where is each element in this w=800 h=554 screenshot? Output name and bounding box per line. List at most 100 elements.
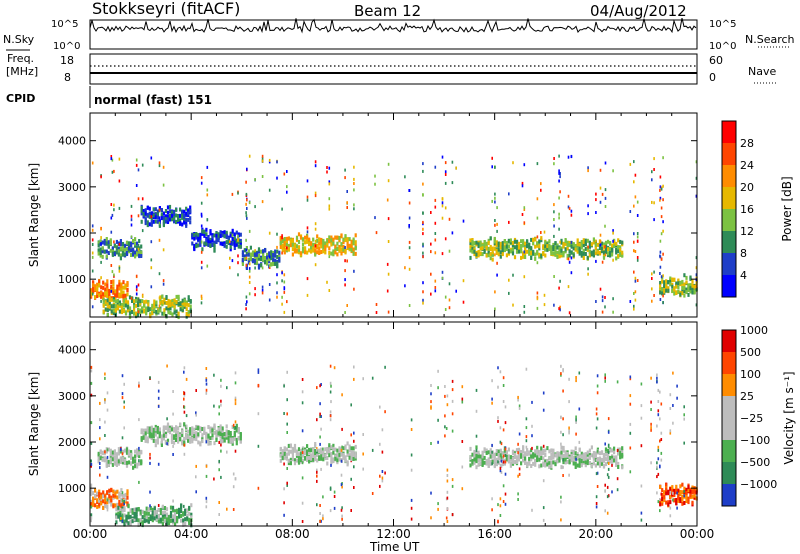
data-cell: [501, 245, 504, 250]
data-cell: [193, 434, 196, 439]
data-cell: [617, 245, 620, 250]
data-cell: [249, 245, 252, 250]
data-cell: [133, 301, 136, 306]
data-cell: [235, 239, 238, 244]
data-cell: [100, 501, 103, 506]
data-cell: [532, 461, 535, 466]
data-cell: [679, 484, 682, 489]
data-cell: [350, 248, 353, 253]
data-cell: [178, 512, 181, 517]
speckle-cell: [157, 389, 160, 393]
speckle-cell: [517, 492, 519, 496]
speckle-cell: [441, 155, 444, 159]
data-cell: [162, 219, 165, 224]
speckle-cell: [659, 185, 662, 189]
speckle-cell: [90, 505, 93, 509]
speckle-cell: [149, 376, 151, 380]
data-cell: [346, 461, 349, 465]
data-cell: [179, 213, 182, 218]
speckle-cell: [410, 468, 413, 472]
data-cell: [526, 249, 529, 254]
speckle-cell: [475, 409, 478, 413]
data-cell: [153, 513, 156, 518]
data-cell: [175, 294, 178, 299]
speckle-cell: [410, 453, 413, 457]
data-cell: [149, 307, 152, 312]
data-cell: [119, 256, 122, 261]
data-cell: [542, 252, 545, 257]
data-cell: [348, 455, 351, 460]
speckle-cell: [157, 504, 160, 507]
data-cell: [131, 519, 134, 524]
speckle-cell: [237, 234, 239, 238]
data-cell: [165, 301, 168, 305]
data-cell: [677, 281, 680, 286]
speckle-cell: [346, 190, 348, 193]
data-cell: [159, 517, 162, 522]
data-cell: [106, 287, 109, 292]
speckle-cell: [283, 513, 285, 517]
data-cell: [125, 518, 128, 522]
speckle-cell: [543, 230, 546, 234]
data-cell: [189, 205, 192, 210]
data-cell: [536, 445, 539, 450]
speckle-cell: [268, 158, 271, 162]
data-cell: [552, 455, 555, 460]
speckle-cell: [166, 442, 168, 446]
speckle-cell: [329, 418, 332, 422]
data-cell: [493, 456, 496, 461]
data-cell: [123, 458, 127, 463]
speckle-cell: [121, 374, 124, 378]
speckle-cell: [123, 400, 125, 404]
data-cell: [215, 438, 218, 442]
speckle-cell: [362, 433, 364, 436]
y-axis-label: Slant Range [km]: [27, 372, 41, 476]
speckle-cell: [113, 299, 115, 303]
data-cell: [346, 237, 349, 242]
data-cell: [572, 242, 575, 247]
colorbar-frame: [721, 120, 737, 298]
data-cell: [225, 240, 228, 245]
speckle-cell: [314, 227, 317, 231]
data-cell: [109, 238, 112, 243]
data-cell: [475, 465, 478, 470]
data-cell: [279, 453, 282, 458]
data-cell: [295, 244, 299, 249]
speckle-cell: [322, 514, 324, 518]
speckle-cell: [496, 261, 498, 265]
speckle-cell: [384, 471, 386, 475]
data-cell: [150, 222, 153, 227]
speckle-cell: [185, 377, 188, 381]
speckle-cell: [659, 390, 661, 394]
data-cell: [114, 491, 117, 496]
data-cell: [264, 260, 267, 265]
data-cell: [180, 514, 183, 518]
data-cell: [142, 209, 145, 213]
speckle-cell: [491, 508, 493, 512]
data-cell: [162, 436, 165, 441]
data-cell: [98, 283, 101, 288]
speckle-cell: [328, 207, 331, 211]
data-cell: [475, 252, 478, 257]
speckle-cell: [231, 233, 234, 237]
speckle-cell: [430, 272, 432, 276]
data-cell: [582, 459, 585, 464]
speckle-cell: [430, 250, 432, 254]
speckle-cell: [110, 289, 113, 293]
data-cell: [615, 455, 618, 460]
data-cell: [617, 238, 620, 243]
data-cell: [330, 452, 333, 456]
speckle-cell: [441, 216, 444, 220]
data-cell: [675, 291, 678, 295]
data-cell: [211, 238, 214, 243]
data-cell: [568, 243, 571, 248]
data-cell: [163, 513, 167, 518]
data-cell: [119, 253, 122, 258]
data-cell: [102, 490, 105, 495]
speckle-cell: [568, 377, 570, 381]
data-cell: [151, 303, 154, 308]
data-cell: [550, 464, 553, 469]
data-cell: [104, 504, 107, 509]
data-cell: [520, 244, 523, 248]
data-cell: [213, 240, 216, 245]
